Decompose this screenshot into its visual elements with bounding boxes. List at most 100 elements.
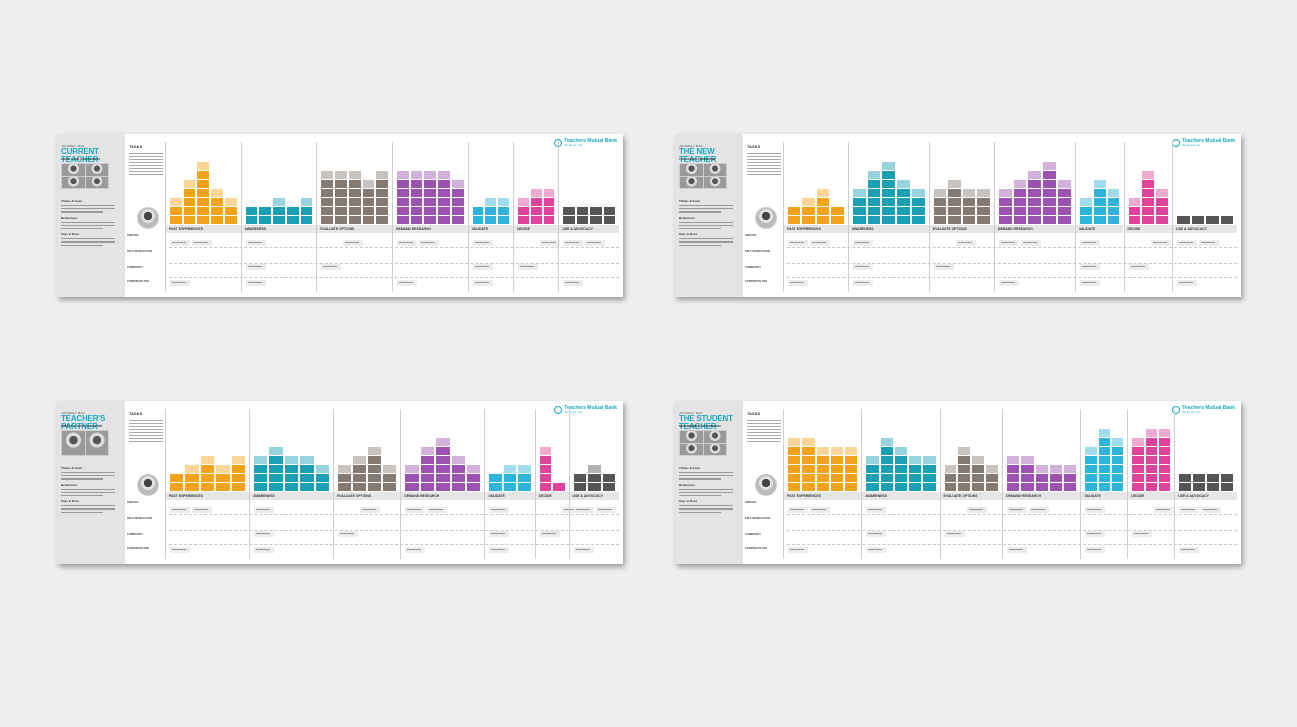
stage-header: VALIDATE [468, 225, 514, 233]
journey-stage: DEMAND RESEARCH [392, 142, 468, 292]
touchpoint-card [368, 465, 382, 473]
touchpoint-card [518, 465, 531, 473]
touchpoint-column [254, 456, 268, 491]
sticky-note [539, 531, 560, 537]
touchpoint-card [986, 474, 999, 482]
touchpoint-card [284, 474, 299, 482]
touchpoint-card [831, 216, 844, 224]
text-line [747, 162, 781, 163]
touchpoint-card [1142, 189, 1155, 197]
stage-label: EVALUATE OPTIONS [943, 494, 978, 498]
touchpoint-card [376, 216, 388, 224]
touchpoint-card [410, 198, 423, 206]
row-divider [787, 263, 1237, 264]
touchpoint-column [197, 162, 210, 224]
touchpoint-card [1159, 438, 1171, 446]
touchpoint-card [816, 474, 829, 482]
touchpoint-card [909, 465, 922, 473]
touchpoint-column [410, 171, 423, 224]
touchpoint-card [1179, 483, 1192, 491]
persona-notes: Thinks & Feels Behaviours Says & Does [679, 463, 739, 513]
touchpoint-card [451, 207, 464, 215]
touchpoint-card [211, 207, 223, 215]
stage-touchpoints [539, 419, 565, 491]
touchpoint-card [200, 456, 215, 464]
persona-photo [703, 431, 726, 443]
touchpoint-card [438, 216, 450, 224]
touchpoint-card [376, 207, 388, 215]
touchpoint-card [1035, 465, 1048, 473]
touchpoint-column [1206, 216, 1219, 224]
journey-stage: USE & ADVOCACY [1174, 409, 1237, 559]
journey-stage: AWARENESS [240, 142, 317, 292]
stage-notes [393, 236, 468, 292]
stage-notes [1081, 503, 1127, 559]
touchpoint-card [420, 474, 435, 482]
sticky-note [338, 531, 359, 537]
stage-label: DEMAND RESEARCH [997, 227, 1033, 231]
stage-notes [250, 503, 333, 559]
persona-subtitle: CREDIT CARD ACQUISITION [61, 424, 103, 428]
touchpoint-card [563, 216, 575, 224]
touchpoint-card [321, 180, 334, 188]
touchpoint-card [1107, 216, 1120, 224]
touchpoint-card [933, 216, 947, 224]
touchpoint-card [962, 207, 976, 215]
touchpoint-card [224, 216, 237, 224]
journey-map-new-teacher: JOURNEY MAP THE NEW TEACHER CAR LOAN ACQUI… [675, 134, 1241, 297]
touchpoint-card [867, 198, 881, 206]
touchpoint-card [802, 474, 815, 482]
touchpoint-card [944, 483, 957, 491]
row-label: CORPORATE FEE [745, 280, 768, 283]
touchpoint-card [254, 474, 268, 482]
stage-touchpoints [397, 152, 464, 224]
touchpoint-card [200, 465, 215, 473]
touchpoint-card [1043, 216, 1057, 224]
row-label: COMMUNITY [745, 533, 761, 536]
touchpoint-card [300, 207, 313, 215]
touchpoint-card [362, 198, 375, 206]
persona-heading: Thinks & Feels [679, 466, 701, 470]
touchpoint-column [867, 171, 881, 224]
map-kicker: JOURNEY MAP [61, 411, 85, 415]
text-line [747, 174, 781, 175]
persona-notes: Thinks & Feels Behaviours Says & Does [679, 196, 739, 246]
touchpoint-card [1007, 456, 1020, 464]
touchpoint-card [882, 162, 896, 170]
touchpoint-card [1156, 216, 1169, 224]
touchpoint-card [420, 465, 435, 473]
touchpoint-card [451, 483, 466, 491]
stage-header: DECIDE [535, 492, 569, 500]
stage-notes [941, 503, 1003, 559]
sticky-note [1132, 531, 1153, 537]
stage-notes [849, 236, 929, 292]
journey-stage: PAST EXPERIENCES [165, 409, 250, 559]
stage-label: AWARENESS [851, 227, 874, 231]
touchpoint-card [1098, 429, 1111, 437]
sticky-note [245, 280, 266, 286]
touchpoint-card [269, 465, 283, 473]
touchpoint-card [530, 189, 542, 197]
touchpoint-card [539, 456, 552, 464]
touchpoint-card [451, 189, 464, 197]
text-line [61, 227, 103, 230]
stage-header: PAST EXPERIENCES [784, 492, 862, 500]
journey-stage: USE & ADVOCACY [1172, 142, 1237, 292]
stage-notes [334, 503, 400, 559]
touchpoint-column [1145, 429, 1158, 491]
journey-stage: EVALUATE OPTIONS [928, 142, 994, 292]
touchpoint-card [1179, 474, 1192, 482]
touchpoint-column [467, 465, 481, 491]
touchpoint-card [788, 447, 801, 455]
touchpoint-column [962, 189, 976, 224]
stage-touchpoints [866, 419, 936, 491]
row-label: CORPORATE FEE [127, 547, 150, 550]
tasks-text [129, 418, 163, 442]
touchpoint-card [1093, 180, 1106, 188]
touchpoint-card [1043, 171, 1057, 179]
touchpoint-card [1013, 198, 1027, 206]
touchpoint-card [1028, 216, 1042, 224]
stage-label: VALIDATE [1078, 227, 1096, 231]
row-divider [169, 530, 619, 531]
touchpoint-card [788, 438, 801, 446]
